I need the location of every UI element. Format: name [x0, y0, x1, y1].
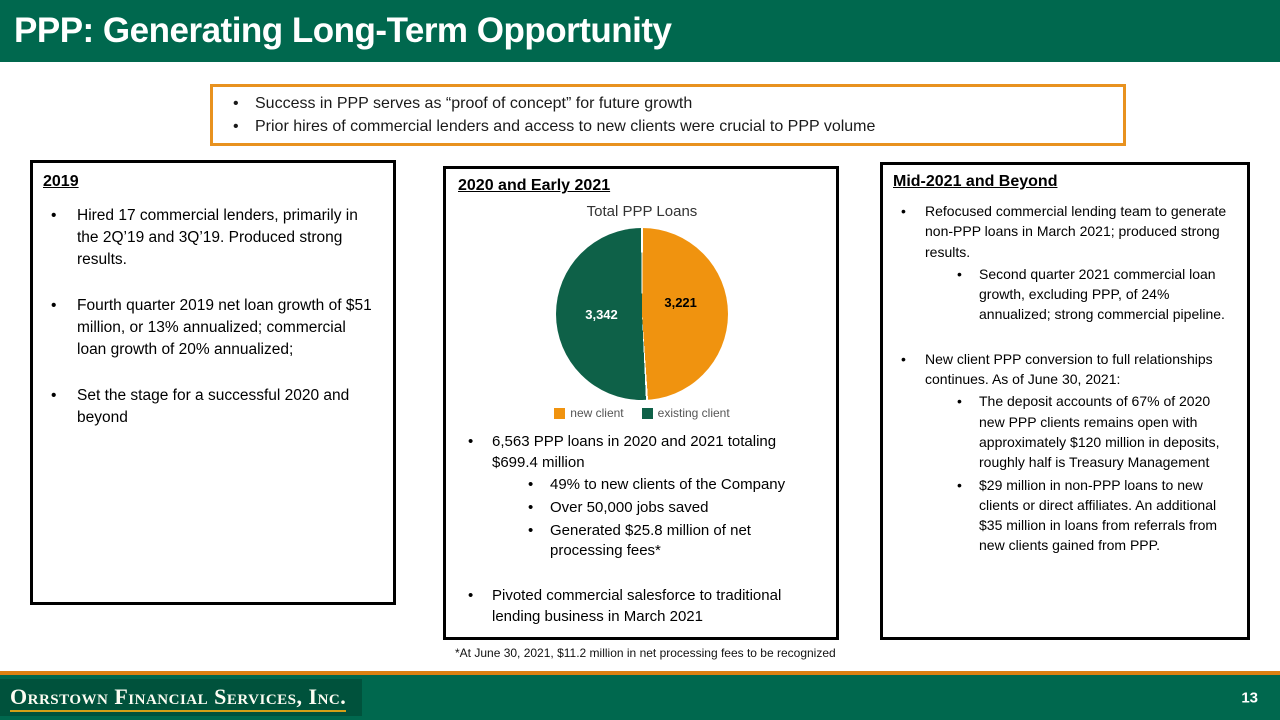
- pie-chart-title: Total PPP Loans: [586, 203, 698, 220]
- panel-2019-heading: 2019: [43, 173, 79, 190]
- pie-value-existing-client: 3,342: [585, 307, 618, 323]
- bullet-ppp-loan-totals: 6,563 PPP loans in 2020 and 2021 totalin…: [458, 432, 826, 473]
- panel-mid2021-bullets: Refocused commercial lending team to gen…: [893, 201, 1235, 556]
- ppp-pie-chart: 3,342 3,221: [556, 228, 728, 400]
- company-logo: Orrstown Financial Services, Inc.: [0, 679, 363, 716]
- sub-bullet-processing-fees: Generated $25.8 million of net processin…: [458, 521, 826, 562]
- legend-item-existing-client: existing client: [641, 406, 730, 420]
- footer-accent-line: [0, 671, 1280, 675]
- chart-legend: new client existing client: [458, 406, 826, 420]
- slide-title: PPP: Generating Long-Term Opportunity: [14, 11, 672, 50]
- page-number: 13: [1241, 689, 1258, 706]
- sub-bullet-jobs-saved: Over 50,000 jobs saved: [458, 498, 826, 519]
- legend-label-existing-client: existing client: [657, 406, 730, 420]
- pie-value-new-client: 3,221: [664, 295, 697, 311]
- bullet-hired-lenders: Hired 17 commercial lenders, primarily i…: [43, 205, 379, 271]
- footnote: *At June 30, 2021, $11.2 million in net …: [455, 646, 836, 660]
- legend-swatch-existing-client-icon: [641, 407, 653, 419]
- panel-mid-2021-beyond: Mid-2021 and Beyond Refocused commercial…: [880, 162, 1250, 640]
- bullet-refocused-lending: Refocused commercial lending team to gen…: [893, 201, 1235, 262]
- summary-bullet-2: Prior hires of commercial lenders and ac…: [225, 115, 1113, 138]
- sub-bullet-deposit-accounts: The deposit accounts of 67% of 2020 new …: [893, 391, 1235, 472]
- company-logo-text: Orrstown Financial Services, Inc.: [10, 684, 347, 712]
- bullet-q4-loan-growth: Fourth quarter 2019 net loan growth of $…: [43, 295, 379, 361]
- legend-item-new-client: new client: [554, 406, 624, 420]
- panel-2019-bullets: Hired 17 commercial lenders, primarily i…: [43, 205, 379, 429]
- sub-bullet-new-clients-pct: 49% to new clients of the Company: [458, 475, 826, 496]
- bullet-pivoted-salesforce: Pivoted commercial salesforce to traditi…: [458, 586, 826, 627]
- sub-bullet-q2-growth: Second quarter 2021 commercial loan grow…: [893, 264, 1235, 325]
- panel-2020-bullets: 6,563 PPP loans in 2020 and 2021 totalin…: [458, 432, 826, 628]
- panel-2020-heading: 2020 and Early 2021: [458, 177, 611, 194]
- bullet-set-stage: Set the stage for a successful 2020 and …: [43, 385, 379, 429]
- summary-box: Success in PPP serves as “proof of conce…: [210, 84, 1126, 146]
- legend-swatch-new-client-icon: [554, 407, 566, 419]
- sub-bullet-non-ppp-loans: $29 million in non-PPP loans to new clie…: [893, 475, 1235, 556]
- panel-2020-early-2021: 2020 and Early 2021 Total PPP Loans 3,34…: [443, 166, 839, 640]
- panel-2019: 2019 Hired 17 commercial lenders, primar…: [30, 160, 396, 605]
- panel-mid2021-heading: Mid-2021 and Beyond: [893, 173, 1058, 190]
- legend-label-new-client: new client: [570, 406, 624, 420]
- footer-bar: Orrstown Financial Services, Inc. 13: [0, 675, 1280, 720]
- summary-bullet-1: Success in PPP serves as “proof of conce…: [225, 92, 1113, 115]
- bullet-client-conversion: New client PPP conversion to full relati…: [893, 349, 1235, 390]
- title-bar: PPP: Generating Long-Term Opportunity: [0, 0, 1280, 62]
